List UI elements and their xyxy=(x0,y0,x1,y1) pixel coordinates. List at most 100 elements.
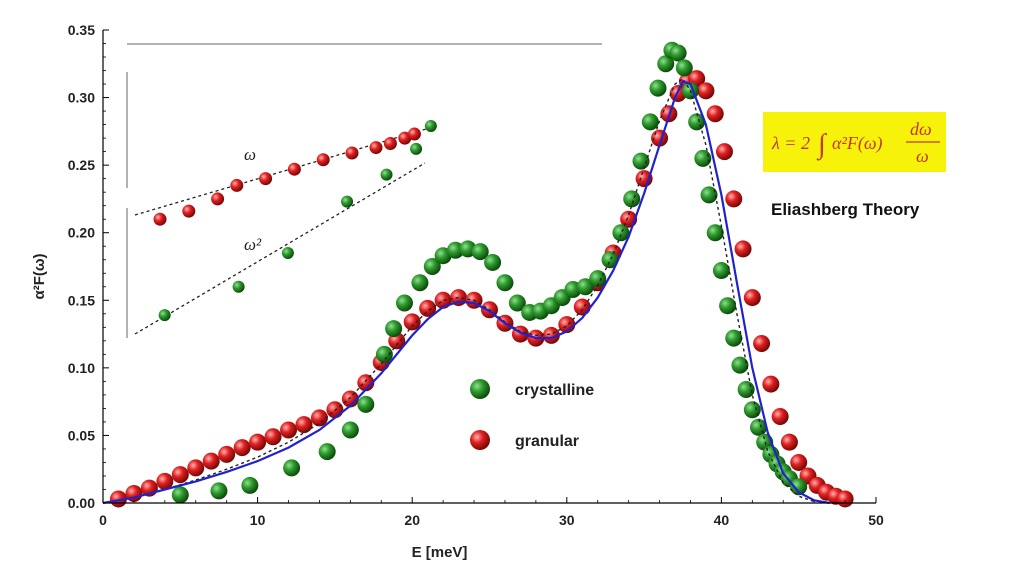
granular-point xyxy=(753,335,771,353)
crystalline-point xyxy=(601,251,619,269)
crystalline-point xyxy=(790,478,808,496)
granular-point xyxy=(249,433,267,451)
x-tick-label: 20 xyxy=(404,512,420,528)
x-tick-label: 30 xyxy=(559,512,575,528)
legend: crystalline granular xyxy=(470,379,594,450)
y-axis-title: α²F(ω) xyxy=(31,253,48,299)
axes: 0.00 0.05 0.10 0.15 0.20 0.25 0.30 0.35 0 10 20 30 4… xyxy=(31,22,884,561)
inset-omega-fit xyxy=(134,126,434,216)
inset-granular-point xyxy=(287,162,301,176)
crystalline-point xyxy=(719,297,737,315)
inset-plot: ω ω² xyxy=(126,43,602,338)
crystalline-point xyxy=(496,274,514,292)
granular-point xyxy=(218,445,236,463)
granular-point xyxy=(357,374,375,392)
inset-granular-point xyxy=(211,192,225,206)
crystalline-point xyxy=(706,224,724,242)
inset-crystalline-point xyxy=(341,195,354,208)
granular-point xyxy=(295,416,313,434)
granular-point xyxy=(280,421,298,439)
crystalline-point xyxy=(632,152,650,170)
granular-point xyxy=(542,326,560,344)
x-axis-title: E [meV] xyxy=(412,544,468,561)
inset-label-omega2: ω² xyxy=(244,235,262,254)
inset-crystalline-point xyxy=(232,280,245,293)
granular-point xyxy=(725,190,743,208)
crystalline-point xyxy=(318,443,336,461)
legend-label-granular: granular xyxy=(515,433,579,450)
granular-point xyxy=(743,289,761,307)
granular-point xyxy=(171,466,189,484)
formula-numerator: dω xyxy=(910,119,932,139)
legend-label-crystalline: crystalline xyxy=(515,382,594,399)
crystalline-point xyxy=(694,149,712,167)
y-tick-label: 0.20 xyxy=(68,225,95,241)
crystalline-point xyxy=(357,395,375,413)
crystalline-point xyxy=(669,44,687,62)
granular-point xyxy=(419,299,437,317)
crystalline-point xyxy=(283,459,301,477)
crystalline-point xyxy=(576,278,594,296)
inset-granular-point xyxy=(383,137,397,151)
granular-point xyxy=(341,390,359,408)
formula-integral: ∫ xyxy=(816,129,828,161)
granular-point xyxy=(836,490,854,508)
inset-granular-point xyxy=(230,178,244,192)
x-tick-label: 40 xyxy=(714,512,730,528)
y-tick-label: 0.15 xyxy=(68,292,95,308)
y-tick-label: 0.05 xyxy=(68,427,95,443)
y-tick-label: 0.00 xyxy=(68,495,95,511)
crystalline-point xyxy=(341,421,359,439)
inset-crystalline-point xyxy=(158,309,171,322)
crystalline-point xyxy=(484,253,502,271)
crystalline-point xyxy=(589,270,607,288)
crystalline-point xyxy=(171,486,189,504)
crystalline-point xyxy=(471,243,489,261)
granular-point xyxy=(264,428,282,446)
y-tick-label: 0.10 xyxy=(68,360,95,376)
crystalline-point xyxy=(446,241,464,259)
granular-point xyxy=(734,240,752,258)
inset-granular-point xyxy=(407,127,421,141)
crystalline-point xyxy=(395,294,413,312)
x-tick-label: 10 xyxy=(250,512,266,528)
granular-point xyxy=(780,433,798,451)
crystalline-point xyxy=(700,186,718,204)
legend-marker-granular xyxy=(470,430,490,450)
crystalline-point xyxy=(731,356,749,374)
crystalline-point xyxy=(385,320,403,338)
inset-granular-point xyxy=(182,204,196,218)
fit-curve xyxy=(102,80,830,505)
crystalline-point xyxy=(411,274,429,292)
inset-omega2-fit xyxy=(134,162,426,335)
granular-point xyxy=(403,313,421,331)
inset-crystalline-point xyxy=(281,246,294,259)
formula-denominator: ω xyxy=(916,146,929,166)
inset-granular-point xyxy=(345,146,359,160)
crystalline-point xyxy=(508,294,526,312)
crystalline-point xyxy=(375,345,393,363)
crystalline-point xyxy=(712,262,730,280)
dashed-curve xyxy=(102,77,815,504)
granular-point xyxy=(762,375,780,393)
formula-lhs: λ = 2 xyxy=(771,133,810,153)
crystalline-point xyxy=(725,329,743,347)
granular-point xyxy=(202,452,220,470)
crystalline-point xyxy=(649,79,667,97)
granular-point xyxy=(706,105,724,123)
y-tick-label: 0.25 xyxy=(68,157,95,173)
inset-granular-point xyxy=(153,212,167,226)
granular-point xyxy=(715,143,733,161)
legend-marker-crystalline xyxy=(470,379,490,399)
crystalline-point xyxy=(210,482,228,500)
x-tick-label: 0 xyxy=(99,512,107,528)
inset-label-omega: ω xyxy=(244,145,256,164)
formula-body: α²F(ω) xyxy=(832,133,883,154)
crystalline-point xyxy=(743,401,761,419)
granular-point xyxy=(310,409,328,427)
inset-crystalline-point xyxy=(410,142,423,155)
x-tick-label: 50 xyxy=(868,512,884,528)
granular-point xyxy=(187,459,205,477)
inset-granular-point xyxy=(259,172,273,186)
